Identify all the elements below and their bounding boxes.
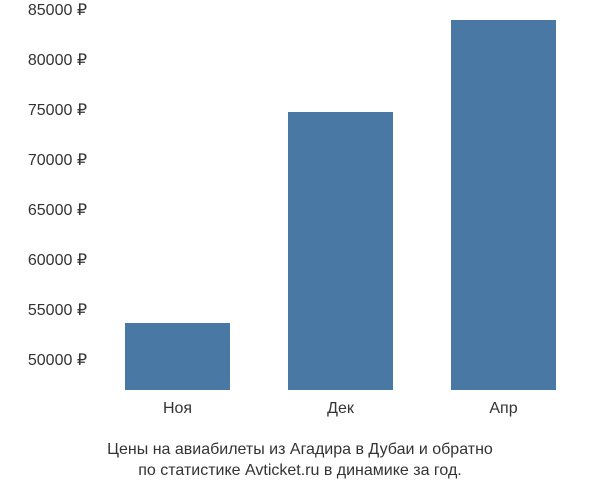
bar-chart: 50000 ₽ 55000 ₽ 60000 ₽ 65000 ₽ 70000 ₽ 75000… — [0, 10, 600, 430]
y-tick-label: 55000 ₽ — [28, 300, 87, 320]
bar — [288, 112, 393, 390]
caption-line-2: по статистике Avticket.ru в динамике за … — [138, 462, 462, 479]
caption-line-1: Цены на авиабилеты из Агадира в Дубаи и … — [107, 441, 493, 458]
y-tick-label: 60000 ₽ — [28, 250, 87, 270]
x-tick-label: Апр — [489, 400, 517, 418]
y-tick-label: 70000 ₽ — [28, 150, 87, 170]
x-tick-label: Дек — [327, 400, 354, 418]
y-tick-label: 75000 ₽ — [28, 100, 87, 120]
chart-caption: Цены на авиабилеты из Агадира в Дубаи и … — [0, 439, 600, 482]
y-tick-label: 50000 ₽ — [28, 350, 87, 370]
plot-area — [95, 10, 585, 390]
bar — [125, 323, 230, 390]
x-tick-label: Ноя — [163, 400, 192, 418]
y-tick-label: 65000 ₽ — [28, 200, 87, 220]
y-axis: 50000 ₽ 55000 ₽ 60000 ₽ 65000 ₽ 70000 ₽ 75000… — [0, 10, 95, 390]
y-tick-label: 85000 ₽ — [28, 0, 87, 20]
y-tick-label: 80000 ₽ — [28, 50, 87, 70]
x-axis: Ноя Дек Апр — [95, 395, 585, 425]
bar — [451, 20, 556, 390]
